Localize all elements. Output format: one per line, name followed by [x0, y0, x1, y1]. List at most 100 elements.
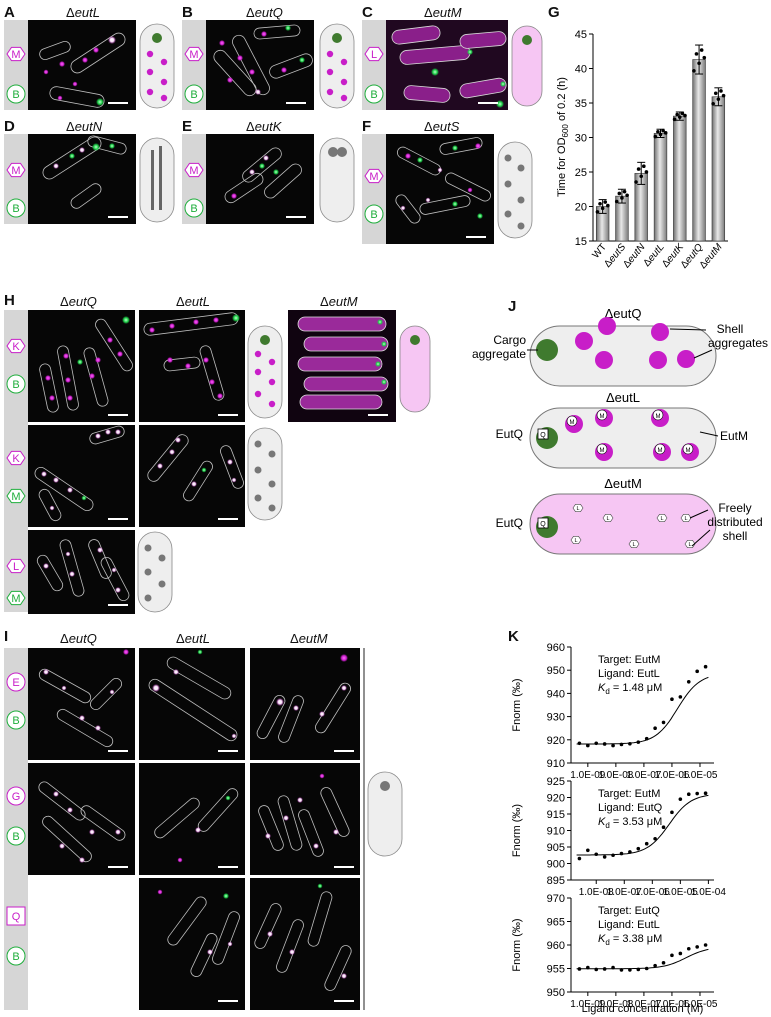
- green-dot: [232, 314, 240, 322]
- marker-hexagon: [184, 46, 204, 62]
- scalebar-layer: [108, 102, 498, 1002]
- data-point: [661, 825, 666, 829]
- label-cargo: Cargo: [493, 333, 526, 347]
- scale-bar: [108, 414, 128, 416]
- data-point: [628, 741, 632, 746]
- bacterium-outline: [87, 135, 127, 155]
- micrograph-h-2: [139, 310, 245, 422]
- scale-bar: [108, 866, 128, 868]
- colocalized-dot: [313, 843, 319, 849]
- green-dot: [81, 495, 87, 501]
- marker-circle-label: G: [12, 791, 21, 803]
- marker-hexagon-label: L: [13, 561, 19, 573]
- title-b: ΔeutQ: [246, 5, 283, 20]
- colocalized-dot: [109, 689, 115, 695]
- shell-dot: [146, 50, 154, 58]
- magenta-dot: [157, 889, 163, 895]
- y-tick-label: 915: [547, 809, 565, 821]
- title-c: ΔeutM: [424, 5, 462, 20]
- data-point: [721, 93, 726, 98]
- marker-hexagon-label: M: [11, 593, 20, 605]
- grey-dot: [504, 154, 512, 162]
- data-point: [628, 968, 632, 972]
- title-i-eutm: ΔeutM: [290, 631, 328, 646]
- bar: [711, 96, 726, 242]
- marker-hexagon-label: L: [371, 49, 377, 61]
- marker-circle-label: B: [12, 831, 19, 843]
- bacterium-outline: [445, 172, 491, 202]
- y-tick-label: 20: [575, 202, 587, 214]
- marker-hexagon: [6, 162, 26, 178]
- grey-dot: [254, 440, 262, 448]
- panel-label-f: F: [362, 118, 372, 135]
- grey-dot: [517, 164, 525, 172]
- magenta-dot: [169, 323, 175, 329]
- colocalized-dot: [41, 471, 47, 477]
- marker-circle: [6, 672, 26, 692]
- shell-dot: [326, 68, 334, 76]
- eutl-hex-marker: [602, 513, 614, 523]
- data-point: [656, 129, 660, 134]
- data-point: [639, 174, 644, 179]
- data-point: [703, 664, 708, 669]
- bar: [692, 59, 706, 242]
- y-tick-label: 25: [575, 167, 587, 179]
- schematic-cell: [367, 771, 403, 857]
- shell-dot: [146, 68, 154, 76]
- schematic-cell: [139, 137, 175, 223]
- x-tick-label: 1.0E-09: [570, 770, 605, 781]
- magenta-dot: [405, 153, 411, 159]
- magenta-dot: [219, 40, 225, 46]
- marker-circle-label: B: [190, 203, 197, 215]
- marker-circle-label: E: [12, 677, 19, 689]
- data-point: [663, 131, 668, 135]
- marker-hexagon: [184, 162, 204, 178]
- bacterium-outline: [38, 488, 62, 522]
- x-tick-label: 1.0E-08: [598, 770, 633, 781]
- schematic-cell: [139, 23, 175, 109]
- colocalized-dot: [67, 807, 73, 813]
- y-tick-label: 925: [547, 776, 565, 788]
- bacterium-outline: [278, 695, 304, 743]
- data-point: [644, 841, 649, 846]
- scale-bar: [108, 750, 128, 752]
- shell-dot: [268, 358, 276, 366]
- micrograph-b: [206, 20, 314, 110]
- grey-dot: [144, 594, 152, 602]
- y-tick-label: 920: [547, 793, 565, 805]
- data-point: [678, 695, 683, 699]
- marker-circle: [6, 710, 26, 730]
- data-point: [653, 726, 657, 730]
- eutm-marker-label: M: [656, 414, 661, 420]
- shell-dot: [160, 78, 168, 86]
- eutm-marker-label: M: [570, 420, 575, 426]
- y-tick-label: 30: [575, 133, 587, 145]
- data-point: [683, 113, 687, 118]
- scale-bar: [108, 216, 128, 218]
- green-dot: [317, 883, 323, 889]
- arrow: [689, 509, 709, 519]
- scale-bar: [286, 216, 306, 218]
- colocalized-dot: [53, 163, 59, 169]
- grey-dot: [517, 222, 525, 230]
- data-point: [695, 791, 699, 796]
- bacterium-filled: [297, 316, 387, 332]
- green-dot: [273, 169, 279, 175]
- x-tick-label: 1.0E-05: [682, 999, 717, 1010]
- bacterium-outline: [307, 891, 333, 947]
- micrograph-i-9: [250, 878, 360, 1010]
- data-point: [602, 967, 607, 971]
- grey-dot: [328, 147, 338, 157]
- data-point: [619, 968, 624, 972]
- magenta-dot: [475, 143, 481, 149]
- green-dot: [377, 319, 383, 325]
- label-eutq: EutQ: [496, 516, 523, 530]
- micrograph-h-6: [28, 530, 135, 614]
- marker-hexagon-label: K: [12, 453, 20, 465]
- marker-hexagon-label: M: [369, 171, 378, 183]
- colocalized-dot: [95, 433, 101, 439]
- marker-circle: [184, 84, 204, 104]
- bacterium-outline: [57, 345, 79, 411]
- green-dot: [381, 341, 387, 347]
